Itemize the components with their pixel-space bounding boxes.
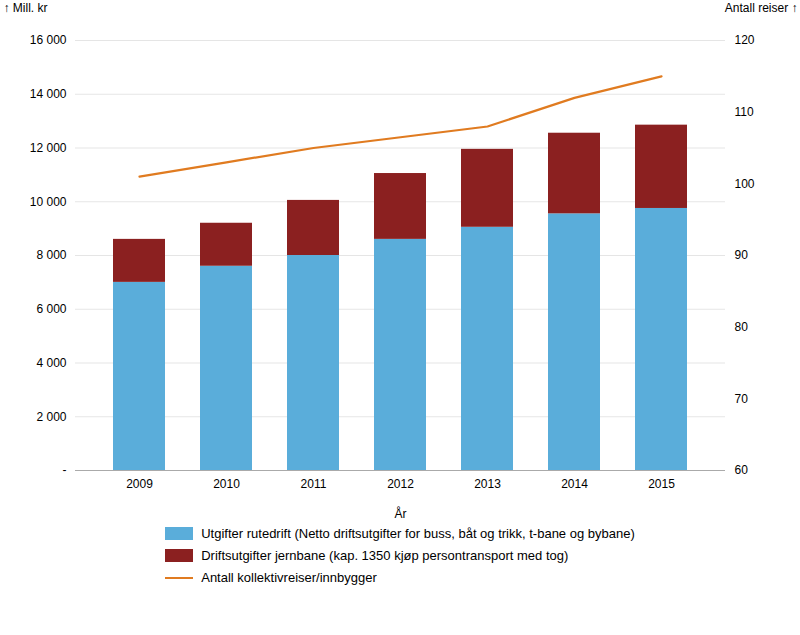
svg-text:↑ Mill. kr: ↑ Mill. kr: [4, 1, 48, 15]
svg-text:80: 80: [735, 320, 749, 334]
svg-text:6 000: 6 000: [36, 302, 66, 316]
svg-text:12 000: 12 000: [30, 141, 67, 155]
svg-text:Antall reiser ↑: Antall reiser ↑: [725, 1, 798, 15]
svg-text:2 000: 2 000: [36, 410, 66, 424]
svg-text:90: 90: [735, 248, 749, 262]
svg-text:År: År: [395, 506, 407, 521]
svg-text:60: 60: [735, 463, 749, 477]
svg-text:-: -: [63, 463, 67, 477]
svg-text:2009: 2009: [126, 477, 153, 491]
svg-text:2010: 2010: [213, 477, 240, 491]
html-text:Utgifter rutedrift (Netto drif: Utgifter rutedrift (Netto driftsutgifter…: [201, 526, 635, 541]
html-text:Antall kollektivreiser/innbygg: Antall kollektivreiser/innbygger: [201, 570, 377, 585]
html-text:Driftsutgifter jernbane (kap.: Driftsutgifter jernbane (kap. 1350 kjøp …: [201, 548, 569, 563]
svg-text:110: 110: [735, 105, 754, 119]
svg-text:4 000: 4 000: [36, 356, 66, 370]
svg-text:70: 70: [735, 392, 749, 406]
svg-text:2014: 2014: [561, 477, 588, 491]
svg-text:2011: 2011: [301, 477, 327, 491]
svg-text:8 000: 8 000: [36, 248, 66, 262]
svg-text:2013: 2013: [474, 477, 501, 491]
svg-text:2012: 2012: [387, 477, 414, 491]
svg-text:100: 100: [735, 177, 755, 191]
svg-text:16 000: 16 000: [30, 33, 67, 47]
svg-text:120: 120: [735, 33, 755, 47]
svg-text:14 000: 14 000: [30, 87, 67, 101]
svg-text:2015: 2015: [648, 477, 675, 491]
svg-text:10 000: 10 000: [30, 195, 67, 209]
